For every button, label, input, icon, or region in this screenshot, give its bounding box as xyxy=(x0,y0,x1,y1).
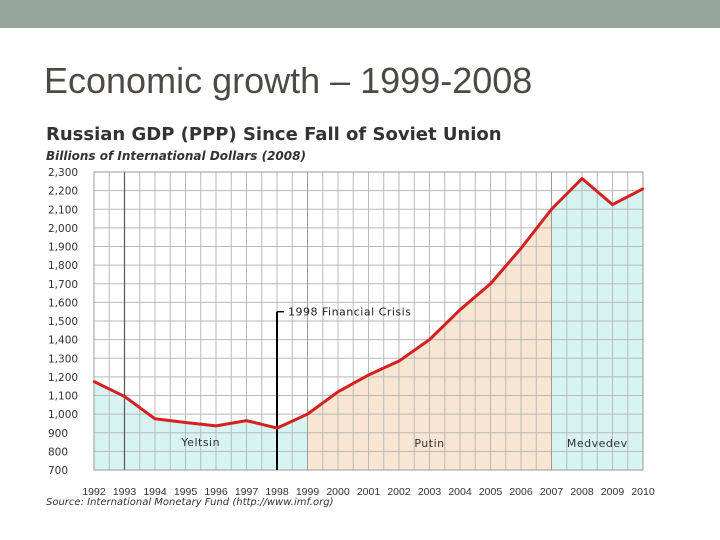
y-tick-label: 900 xyxy=(48,428,68,440)
data-point-1999 xyxy=(306,412,309,416)
y-tick-label: 2,000 xyxy=(48,223,78,235)
y-tick-label: 1,600 xyxy=(48,297,78,309)
data-point-2010 xyxy=(641,187,645,190)
data-point-1996 xyxy=(214,424,218,428)
y-tick-label: 1,100 xyxy=(48,391,78,403)
y-tick-label: 1,300 xyxy=(48,353,78,365)
chart-source: Source: International Monetary Fund (htt… xyxy=(46,497,334,508)
data-point-2005 xyxy=(489,282,492,285)
y-tick-label: 700 xyxy=(48,465,68,477)
data-point-2008 xyxy=(580,177,584,180)
y-tick-label: 1,900 xyxy=(48,242,78,254)
data-point-1992 xyxy=(92,380,96,383)
data-point-2004 xyxy=(458,308,462,312)
data-point-1995 xyxy=(184,421,187,424)
y-tick-label: 1,700 xyxy=(48,279,78,291)
x-tick-label: 2005 xyxy=(479,486,503,498)
x-tick-label: 1995 xyxy=(174,486,198,498)
x-tick-label: 1993 xyxy=(113,486,137,498)
x-tick-label: 2002 xyxy=(387,486,411,498)
data-point-1994 xyxy=(153,417,157,420)
x-tick-label: 2003 xyxy=(418,486,442,498)
x-tick-label: 2001 xyxy=(357,486,381,498)
y-tick-label: 1,000 xyxy=(48,409,78,421)
y-tick-label: 800 xyxy=(48,446,68,458)
x-tick-label: 2007 xyxy=(540,486,564,498)
x-tick-label: 1999 xyxy=(296,486,320,498)
x-tick-label: 1994 xyxy=(143,486,167,498)
chart-subtitle: Billions of International Dollars (2008) xyxy=(46,149,306,163)
region-label-putin: Putin xyxy=(414,437,444,450)
x-tick-label: 1997 xyxy=(235,486,259,498)
data-point-2006 xyxy=(519,247,523,250)
data-point-1993 xyxy=(123,395,126,398)
x-tick-label: 2010 xyxy=(631,486,655,498)
data-point-2001 xyxy=(367,373,370,377)
y-tick-label: 1,800 xyxy=(48,260,78,272)
data-point-2007 xyxy=(550,208,553,211)
y-tick-label: 2,300 xyxy=(48,167,78,179)
slide-title: Economic growth – 1999-2008 xyxy=(44,60,533,101)
top-accent-band xyxy=(0,0,720,28)
region-label-medvedev: Medvedev xyxy=(567,437,628,450)
plot-frame xyxy=(93,171,644,471)
data-point-2009 xyxy=(611,203,614,206)
data-point-2003 xyxy=(428,338,431,341)
x-tick-label: 1992 xyxy=(82,486,106,498)
data-point-2002 xyxy=(397,359,401,363)
y-tick-label: 2,200 xyxy=(48,186,78,198)
data-point-1998 xyxy=(275,426,279,430)
crisis-annotation-label: 1998 Financial Crisis xyxy=(288,306,411,319)
data-point-2000 xyxy=(336,390,340,393)
y-tick-label: 1,200 xyxy=(48,372,78,384)
y-tick-label: 2,100 xyxy=(48,204,78,216)
x-tick-label: 2000 xyxy=(326,486,350,498)
x-tick-label: 2004 xyxy=(448,486,472,498)
chart-title: Russian GDP (PPP) Since Fall of Soviet U… xyxy=(46,124,502,145)
x-tick-label: 1996 xyxy=(204,486,228,498)
data-point-1997 xyxy=(245,419,248,422)
x-tick-label: 2008 xyxy=(570,486,594,498)
x-tick-label: 2006 xyxy=(509,486,533,498)
x-tick-label: 2009 xyxy=(601,486,625,498)
y-tick-label: 1,400 xyxy=(48,335,78,347)
y-tick-label: 1,500 xyxy=(48,316,78,328)
region-label-yeltsin: Yeltsin xyxy=(180,436,220,449)
x-tick-label: 1998 xyxy=(265,486,289,498)
